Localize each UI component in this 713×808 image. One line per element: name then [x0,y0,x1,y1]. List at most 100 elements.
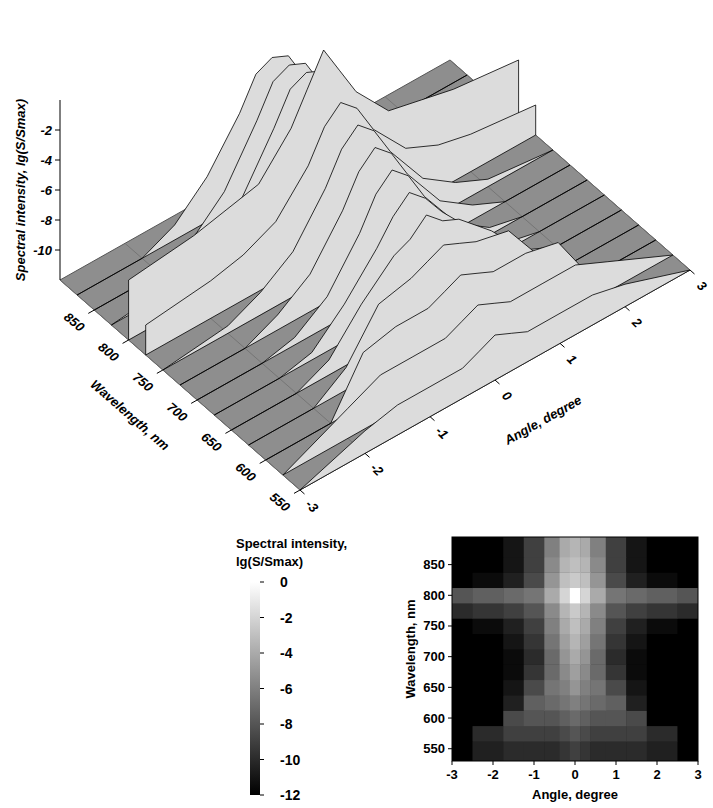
cell [560,557,571,573]
cell [544,680,560,696]
tick-label: 0 [571,767,578,782]
cell [524,741,545,761]
cell [452,726,473,742]
tick-label: 650 [423,680,445,695]
cell [560,664,571,680]
tick [55,190,60,191]
tick-label: 1 [564,351,580,367]
cell [626,634,647,650]
tick-label: 700 [423,649,445,664]
tick [260,724,264,725]
cell [560,649,571,665]
cell [544,618,560,634]
cell [580,710,591,726]
cell [678,680,699,696]
colorbar: 0-2-4-6-8-10-12Spectral intensity,lg(S/S… [236,536,347,803]
cell [473,572,504,588]
cell [590,680,606,696]
cell [590,664,606,680]
tick [657,761,658,765]
cell [647,537,678,557]
cell [570,649,581,665]
tick-label: 700 [164,399,191,425]
cell [626,588,647,604]
cell [544,649,560,665]
cell [590,557,606,573]
cell [473,603,504,619]
tick [88,310,94,313]
cell [590,618,606,634]
tick-label: -12 [280,787,300,803]
cell [544,588,560,604]
cell [560,710,571,726]
cell [590,603,606,619]
cell [570,618,581,634]
cell [580,634,591,650]
tick-label: -6 [280,681,293,697]
cell [606,572,627,588]
cell [606,664,627,680]
cell [570,537,581,557]
cell [580,557,591,573]
cell [678,634,699,650]
tick [55,130,60,131]
tick [55,160,60,161]
cell [544,741,560,761]
cell [647,588,678,604]
tick [55,220,60,221]
cell [647,572,678,588]
colorbar-strip [250,582,260,795]
tick-label: -4 [280,645,293,661]
cell [606,741,627,761]
cell [452,680,473,696]
cell [560,603,571,619]
tick [495,380,500,384]
cell [570,664,581,680]
cell [606,710,627,726]
tick-label: -2 [280,610,293,626]
tick-label: 1 [612,767,619,782]
tick-label: -10 [280,752,300,768]
cell [503,710,524,726]
cell [524,537,545,557]
tick-label: -2 [368,460,387,479]
cell [560,537,571,557]
cell [570,695,581,711]
cell [570,634,581,650]
cell [473,664,504,680]
plot-frame [452,537,698,761]
cell [606,649,627,665]
cell [452,634,473,650]
tick-label: -2 [40,123,52,138]
cell [606,537,627,557]
cell [606,603,627,619]
cell [473,726,504,742]
cell [544,572,560,588]
tick-label: 3 [694,767,701,782]
cell [678,588,699,604]
cell [647,634,678,650]
cell [503,695,524,711]
tick [260,653,264,654]
cell [678,726,699,742]
cell [678,741,699,761]
cell [473,588,504,604]
tick [157,370,163,373]
cell [524,572,545,588]
tick [448,687,452,688]
cell [524,557,545,573]
cell [452,572,473,588]
tick [448,595,452,596]
tick [260,795,264,796]
cell [473,557,504,573]
cell [503,588,524,604]
cell [452,664,473,680]
cell [524,649,545,665]
colorbar-title: lg(S/Smax) [236,554,303,569]
plot-bg [452,537,698,761]
tick-label: 750 [423,618,445,633]
tick [260,617,264,618]
cell [452,557,473,573]
cell [560,680,571,696]
cell [560,741,571,761]
